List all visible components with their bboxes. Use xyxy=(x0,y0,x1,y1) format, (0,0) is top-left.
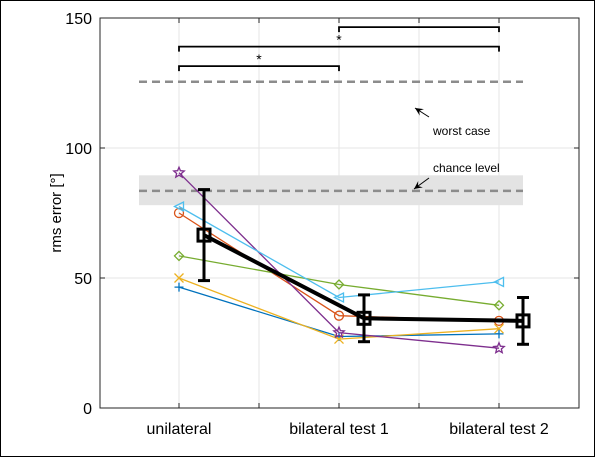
annotation-layer: worst case chance level xyxy=(413,107,500,190)
diamond-marker xyxy=(173,250,185,262)
plus-marker xyxy=(174,282,184,292)
x-marker xyxy=(174,273,184,283)
x-tick-label: bilateral test 2 xyxy=(449,421,549,438)
y-tick-label: 0 xyxy=(83,401,92,418)
square-marker xyxy=(515,313,531,329)
star-marker xyxy=(332,325,346,339)
worst-case-arrow-head xyxy=(415,108,424,116)
y-axis-label: rms error [°] xyxy=(48,173,65,252)
triangle-left-marker xyxy=(333,291,345,304)
x-marker xyxy=(494,323,504,334)
star-marker xyxy=(492,341,506,355)
grid xyxy=(100,17,579,409)
reference-bands xyxy=(139,80,523,206)
square-marker xyxy=(356,310,372,326)
triangle-left-marker xyxy=(493,276,505,288)
diamond-marker xyxy=(493,299,505,311)
significance-bracket xyxy=(338,26,500,33)
square-marker xyxy=(196,227,212,243)
x-tick-label: unilateral xyxy=(147,421,212,438)
chance-level-arrow-head xyxy=(414,181,423,189)
x-tick-label: bilateral test 1 xyxy=(289,421,389,438)
star-marker xyxy=(172,165,186,179)
significance-star: * xyxy=(256,51,262,67)
series-line-diamond xyxy=(178,255,500,306)
worst-case-label: worst case xyxy=(432,124,491,138)
series-layer xyxy=(172,165,506,355)
triangle-left-marker xyxy=(173,200,185,213)
significance-layer: ** xyxy=(178,26,500,72)
significance-bracket xyxy=(178,45,500,52)
y-tick-label: 50 xyxy=(74,271,92,288)
series-line-triangle-left xyxy=(178,205,500,299)
significance-star: * xyxy=(336,32,342,48)
chance-level-label: chance level xyxy=(433,161,500,175)
y-tick-label: 150 xyxy=(65,11,92,28)
significance-bracket xyxy=(178,65,340,72)
mean-layer xyxy=(196,188,531,346)
y-tick-label: 100 xyxy=(65,141,92,158)
diamond-marker xyxy=(333,279,345,290)
plus-marker xyxy=(494,329,504,339)
circle-marker xyxy=(333,310,345,321)
axis-ticks: 0 50 100 150 unilateral bilateral test 1 bilat… xyxy=(65,11,579,438)
series-line-star xyxy=(178,172,500,349)
